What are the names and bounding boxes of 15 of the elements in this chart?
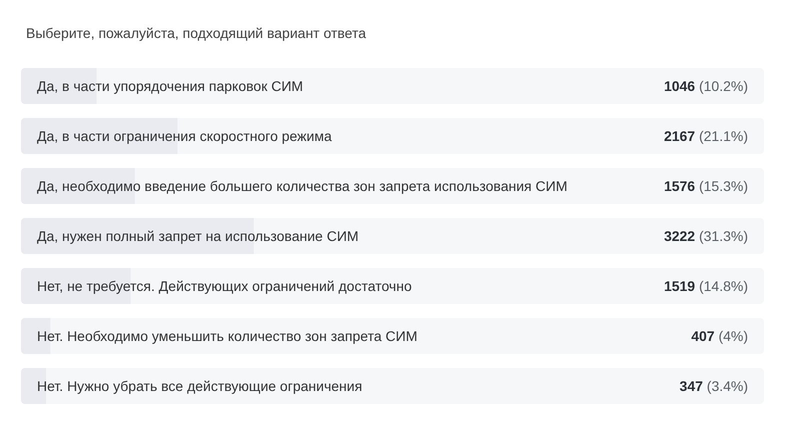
data-label: 3222 (31.3%) — [664, 228, 748, 244]
y-tick-label: Да, в части ограничения скоростного режима — [37, 128, 332, 144]
y-tick-label: Да, необходимо введение большего количества зон запрета использования СИМ — [37, 178, 568, 194]
y-tick-label: Нет. Нужно убрать все действующие ограничения — [37, 378, 362, 394]
data-label: 1576 (15.3%) — [664, 178, 748, 194]
y-tick-label: Нет, не требуется. Действующих ограничений достаточно — [37, 278, 412, 294]
data-label: 1519 (14.8%) — [664, 278, 748, 294]
data-label: 407 (4%) — [691, 328, 748, 344]
chart-title: Выберите, пожалуйста, подходящий вариант ответа — [26, 25, 366, 41]
data-label: 347 (3.4%) — [680, 378, 748, 394]
data-label: 2167 (21.1%) — [664, 128, 748, 144]
data-label: 1046 (10.2%) — [664, 78, 748, 94]
y-tick-label: Нет. Необходимо уменьшить количество зон запрета СИМ — [37, 328, 418, 344]
y-tick-label: Да, нужен полный запрет на использование СИМ — [37, 228, 359, 244]
y-tick-label: Да, в части упорядочения парковок СИМ — [37, 78, 304, 94]
